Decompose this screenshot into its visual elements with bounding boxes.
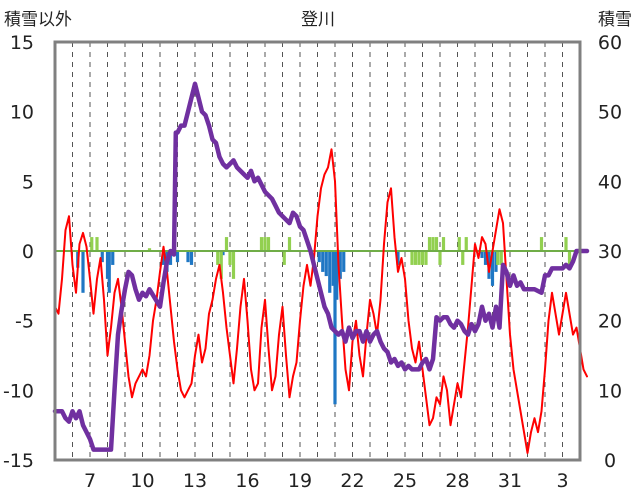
x-axis-ticks: 7 10 13 16 19 22 25 28 31 3 [84, 470, 569, 492]
x-tick-label: 7 [84, 470, 96, 492]
precip_positive-bar [420, 251, 425, 265]
precip_negative-bar [107, 251, 111, 293]
x-tick-label: 10 [130, 470, 154, 492]
precip_negative-bar [161, 251, 166, 265]
precip_negative-bar [333, 251, 337, 405]
left-tick-label: -15 [3, 450, 34, 472]
right-tick-label: 20 [598, 311, 622, 333]
left-tick-label: -10 [3, 380, 34, 402]
precip_positive-bar [461, 251, 465, 265]
precip_negative-bar [321, 251, 325, 272]
right-tick-label: 60 [598, 32, 622, 54]
precip_negative-bar [221, 251, 225, 256]
precip_positive-bar [496, 251, 500, 265]
x-tick-label: 28 [445, 470, 469, 492]
precip_negative-bar [317, 251, 321, 263]
precip_positive-bar [564, 237, 568, 251]
precip_negative-bar [338, 251, 342, 279]
precip_positive-bar [228, 251, 232, 265]
snow_depth-line [52, 81, 590, 452]
precip_positive-bar [287, 237, 292, 251]
precip_positive-bar [457, 237, 461, 251]
precip_positive-bar [282, 251, 286, 265]
precip_positive-bar [427, 237, 432, 251]
x-tick-label: 22 [340, 470, 364, 492]
x-tick-label: 13 [183, 470, 207, 492]
x-tick-label: 31 [498, 470, 522, 492]
precip_positive-bar [441, 237, 446, 251]
precip_positive-bar [216, 251, 220, 265]
precip_positive-bar [263, 237, 267, 251]
precip_negative-bar [335, 251, 339, 300]
precip_negative-bar [328, 251, 332, 293]
temperature-line [54, 148, 588, 454]
precip_positive-bar [424, 251, 428, 265]
x-tick-label: 25 [393, 470, 417, 492]
right-tick-label: 10 [598, 380, 622, 402]
x-tick-label: 19 [288, 470, 312, 492]
precip_negative-bar [189, 251, 194, 265]
precip_positive-bar [147, 248, 152, 251]
precip_negative-bar [396, 251, 400, 265]
precip_negative-bar [105, 251, 110, 279]
precip_positive-bar [539, 237, 544, 251]
precip_positive-bar [417, 251, 421, 265]
precip_positive-bar [259, 237, 264, 251]
left-tick-label: 15 [10, 32, 34, 54]
precip_negative-bar [494, 251, 498, 272]
right-axis-label: 積雪 [598, 10, 632, 30]
precip_negative-bar [81, 251, 85, 293]
precip_positive-bar [231, 251, 236, 279]
right-tick-label: 40 [598, 171, 622, 193]
precip_negative-bar [331, 251, 335, 286]
precip_positive-bar [438, 251, 442, 265]
precip_positive-bar [431, 237, 435, 251]
precip_positive-bar [567, 251, 572, 265]
left-tick-label: 0 [22, 241, 34, 263]
precip_positive-bar [410, 251, 414, 265]
left-tick-label: -5 [15, 311, 34, 333]
precip_positive-bar [499, 251, 503, 265]
plot-frame [53, 40, 582, 462]
precip_positive-bar [266, 237, 271, 251]
precip_negative-bar [342, 251, 346, 272]
precip_negative-bar [483, 251, 488, 265]
precip_positive-bar [90, 237, 94, 251]
plot-area [52, 81, 590, 454]
precip_negative-bar [111, 251, 115, 265]
right-tick-label: 30 [598, 241, 622, 263]
precip_positive-bar [219, 251, 223, 279]
x-tick-label: 3 [556, 470, 568, 492]
left-axis-label: 積雪以外 [4, 10, 72, 30]
left-axis-ticks: 15 10 5 0 -5 -10 -15 [3, 32, 34, 472]
right-tick-label: 0 [604, 450, 616, 472]
precip_positive-bar [413, 251, 418, 265]
precip_negative-bar [490, 251, 495, 286]
left-tick-label: 5 [22, 171, 34, 193]
precip_negative-bar [100, 251, 104, 263]
right-axis-ticks: 60 50 40 30 20 10 0 [598, 32, 622, 472]
precip_positive-bar [464, 237, 468, 251]
precip_negative-bar [175, 251, 180, 263]
chart-title: 登川 [301, 10, 335, 30]
right-tick-label: 50 [598, 102, 622, 124]
precip_positive-bar [95, 237, 99, 251]
x-tick-label: 16 [235, 470, 259, 492]
precip_negative-bar [324, 251, 328, 277]
precip_positive-bar [434, 237, 439, 251]
precip_positive-bar [224, 237, 229, 251]
precip_negative-bar [480, 251, 484, 258]
precip_negative-bar [186, 251, 190, 263]
left-tick-label: 10 [10, 102, 34, 124]
